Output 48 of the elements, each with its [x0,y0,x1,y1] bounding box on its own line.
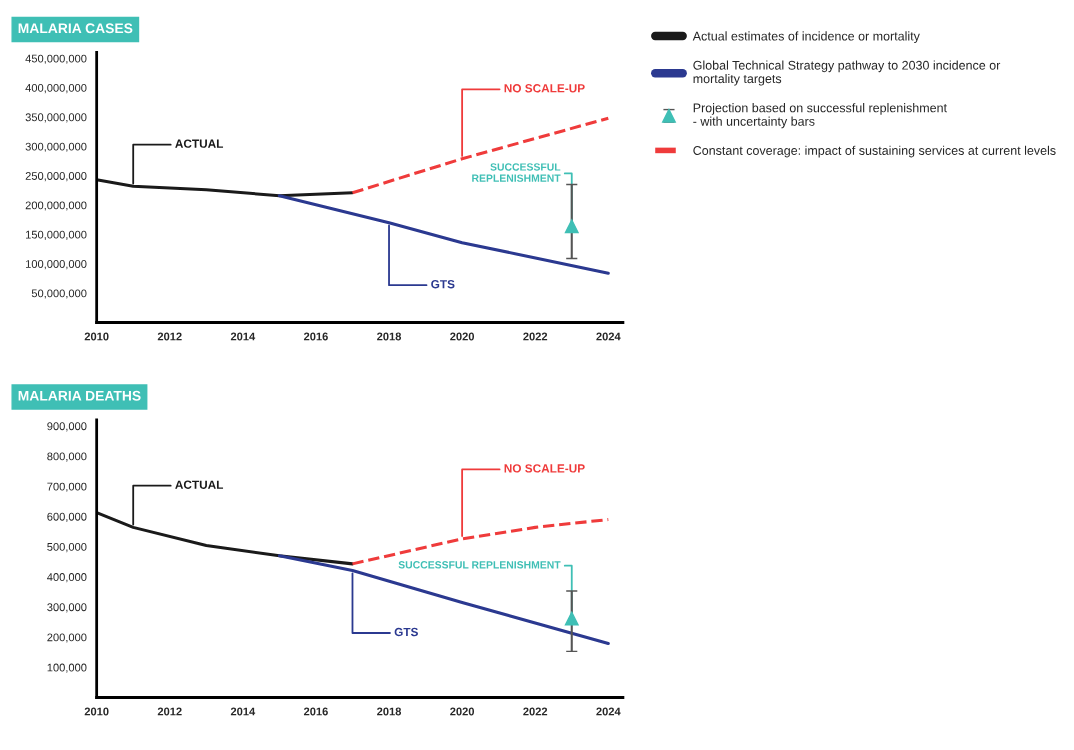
y-tick-label: 400,000 [47,573,87,583]
y-tick-label: 150,000,000 [26,230,87,240]
legend-label: Global Technical Strategy pathway to 2030 incidence or mortality targets [693,60,1001,86]
y-tick-label: 300,000,000 [25,142,87,152]
y-tick-label: 200,000 [47,633,87,643]
x-tick-label: 2022 [523,707,548,716]
x-tick-label: 2024 [596,332,621,341]
y-tick-label: 500,000 [47,542,87,553]
x-tick-label: 2018 [377,707,402,716]
y-tick-label: 800,000 [47,452,87,462]
annotation: SUCCESSFUL REPLENISHMENT [472,163,561,182]
annotation: SUCCESSFUL REPLENISHMENT [398,561,561,569]
y-tick-label: 600,000 [47,512,87,522]
x-tick-label: 2012 [157,332,182,341]
legend-label: Actual estimates of incidence or mortality [692,31,920,43]
x-tick-label: 2010 [84,707,109,716]
y-tick-label: 100,000,000 [26,260,87,270]
chart-title: MALARIA CASES [18,23,133,34]
y-tick-label: 300,000 [47,603,87,613]
y-tick-label: 250,000,000 [25,172,87,182]
annotation: GTS [394,627,418,637]
x-tick-label: 2014 [230,332,256,341]
annotation: ACTUAL [175,139,224,148]
x-tick-label: 2010 [84,332,109,341]
legend-label: Constant coverage: impact of sustaining services at current levels [693,145,1056,158]
annotation: GTS [431,280,455,289]
y-tick-label: 100,000 [47,663,87,673]
annotation: ACTUAL [175,480,224,489]
x-tick-label: 2016 [303,332,328,341]
chart-title: MALARIA DEATHS [18,390,141,401]
y-tick-label: 350,000,000 [25,113,87,123]
x-tick-label: 2012 [157,707,182,716]
y-tick-label: 400,000,000 [25,83,87,94]
x-tick-label: 2022 [523,332,548,341]
x-tick-label: 2024 [596,707,621,716]
y-tick-label: 450,000,000 [25,54,87,64]
annotation: NO SCALE-UP [504,84,585,93]
y-tick-label: 900,000 [47,422,87,432]
y-tick-label: 50,000,000 [31,289,87,299]
legend-label: Projection based on successful replenishment - with uncertainty bars [693,103,947,129]
annotation: NO SCALE-UP [504,464,585,473]
x-tick-label: 2016 [303,707,328,716]
x-tick-label: 2020 [450,332,475,341]
x-tick-label: 2018 [377,332,402,341]
x-tick-label: 2014 [230,707,256,716]
y-tick-label: 200,000,000 [25,201,87,211]
y-tick-label: 700,000 [47,482,87,492]
x-tick-label: 2020 [450,707,475,716]
